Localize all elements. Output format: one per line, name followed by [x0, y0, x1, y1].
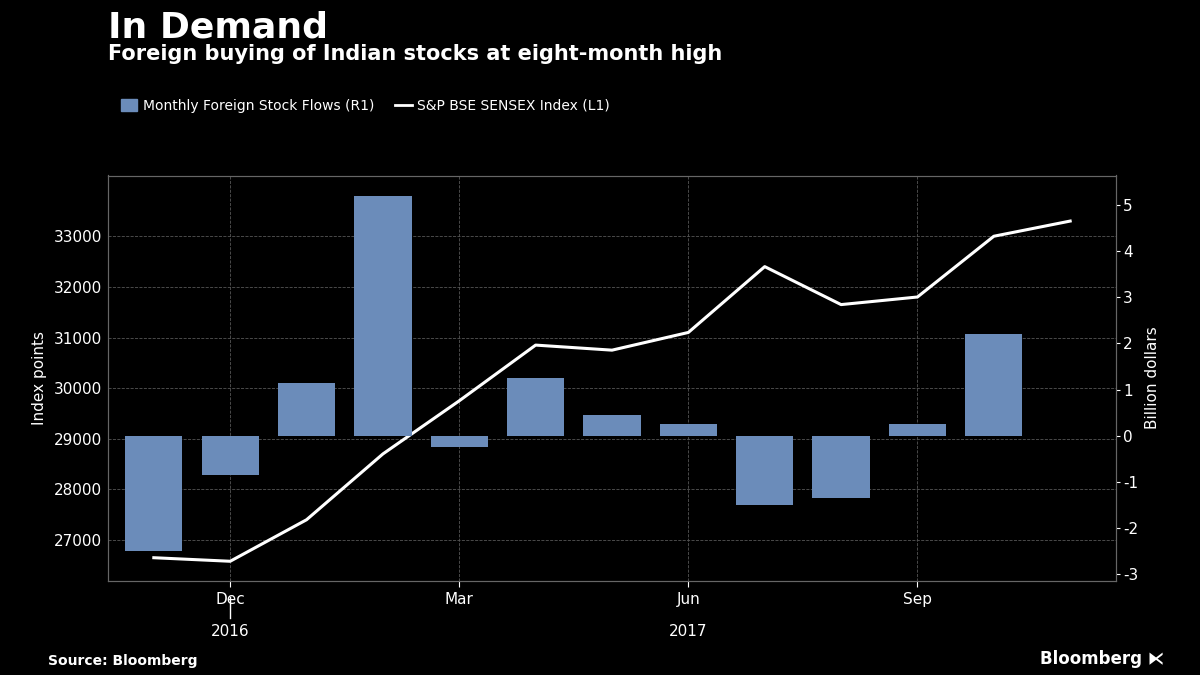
Bar: [889, 424, 946, 435]
Bar: [965, 334, 1022, 435]
Legend: Monthly Foreign Stock Flows (R1), S&P BSE SENSEX Index (L1): Monthly Foreign Stock Flows (R1), S&P BS…: [115, 93, 616, 118]
Text: Foreign buying of Indian stocks at eight-month high: Foreign buying of Indian stocks at eight…: [108, 44, 722, 64]
Text: 2017: 2017: [670, 624, 708, 639]
Bar: [812, 435, 870, 497]
Bar: [202, 435, 259, 475]
Text: Bloomberg ⧔: Bloomberg ⧔: [1039, 650, 1164, 668]
Bar: [354, 196, 412, 435]
Bar: [125, 435, 182, 551]
Bar: [583, 415, 641, 435]
Bar: [508, 378, 564, 435]
Bar: [278, 383, 335, 435]
Bar: [736, 435, 793, 505]
Bar: [660, 424, 718, 435]
Text: Source: Bloomberg: Source: Bloomberg: [48, 654, 198, 668]
Text: 2016: 2016: [211, 624, 250, 639]
Y-axis label: Index points: Index points: [32, 331, 47, 425]
Bar: [431, 435, 488, 447]
Text: In Demand: In Demand: [108, 10, 328, 44]
Y-axis label: Billion dollars: Billion dollars: [1145, 327, 1160, 429]
